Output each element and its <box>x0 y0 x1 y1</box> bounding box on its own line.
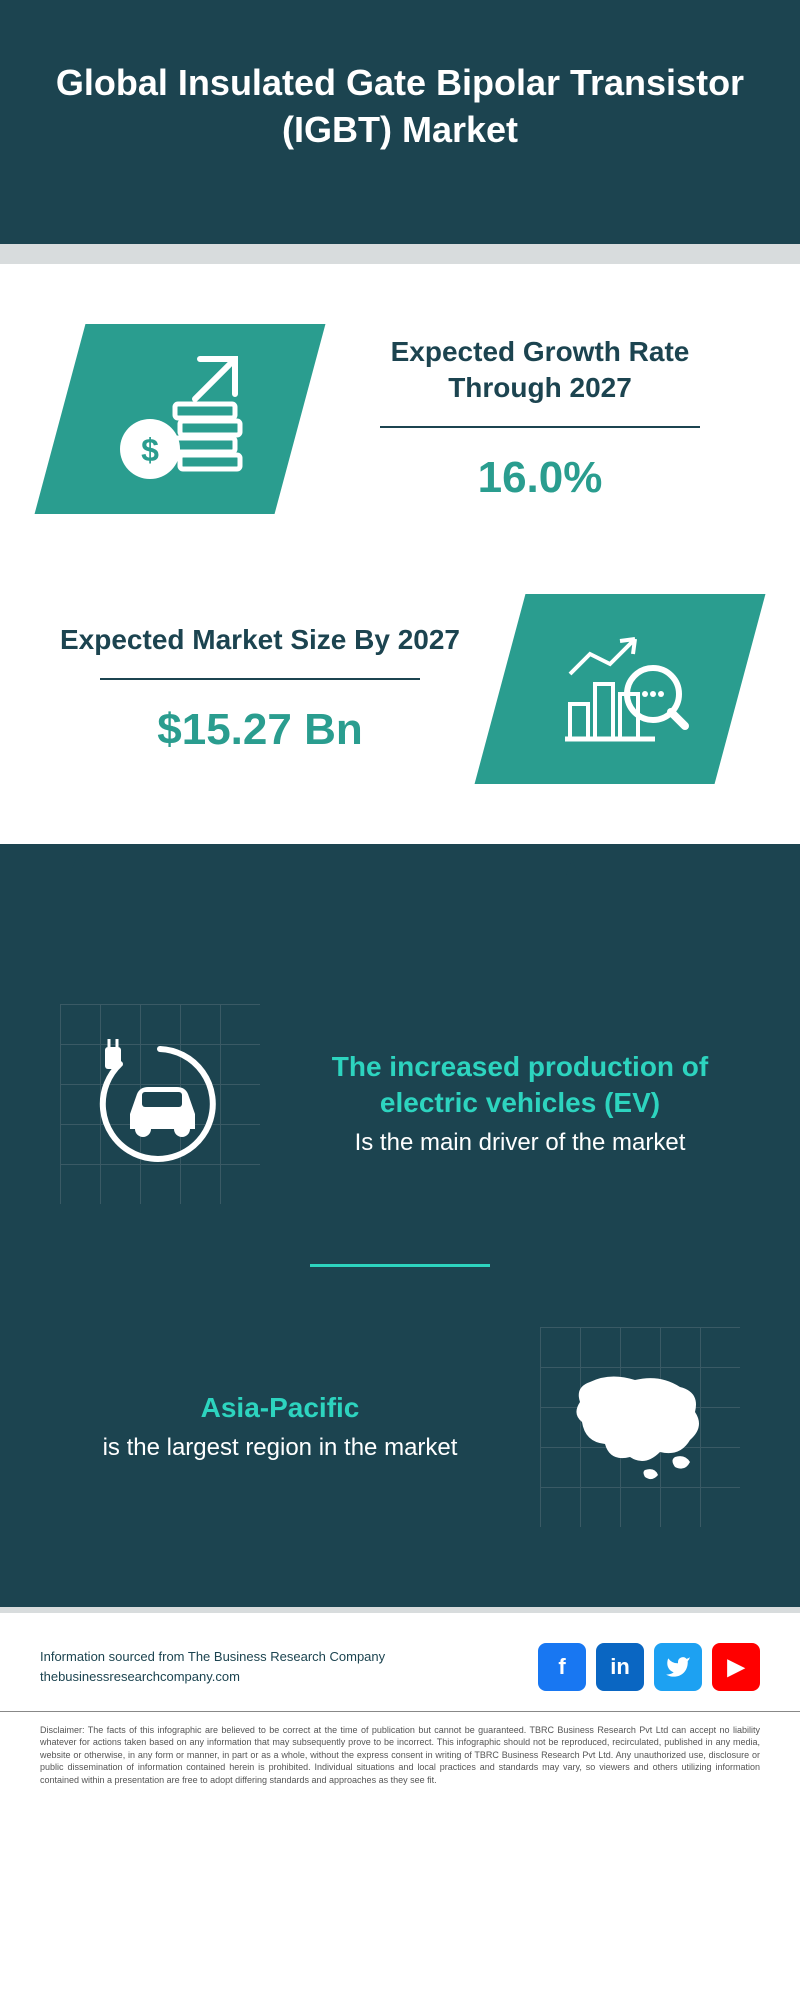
growth-rate-value: 16.0% <box>340 453 740 503</box>
dark-info-section: The increased production of electric veh… <box>0 974 800 1607</box>
region-sub-text: is the largest region in the market <box>60 1432 500 1463</box>
footer-attribution: Information sourced from The Business Re… <box>40 1647 385 1686</box>
footer-source-line: Information sourced from The Business Re… <box>40 1647 385 1667</box>
linkedin-icon[interactable]: in <box>596 1643 644 1691</box>
growth-rate-title: Expected Growth Rate Through 2027 <box>340 334 740 407</box>
map-icon-box <box>540 1327 740 1527</box>
region-text-block: Asia-Pacific is the largest region in th… <box>60 1390 500 1464</box>
divider-gap <box>0 244 800 264</box>
region-highlight-text: Asia-Pacific <box>60 1390 500 1426</box>
driver-highlight-text: The increased production of electric veh… <box>300 1049 740 1122</box>
facebook-icon[interactable]: f <box>538 1643 586 1691</box>
region-row: Asia-Pacific is the largest region in th… <box>60 1327 740 1527</box>
driver-text-block: The increased production of electric veh… <box>300 1049 740 1159</box>
growth-rate-section: $ Expected Growth Rate Through 2027 16.0… <box>0 264 800 554</box>
driver-sub-text: Is the main driver of the market <box>300 1127 740 1158</box>
ev-icon-box <box>60 1004 260 1204</box>
youtube-icon[interactable]: ▶ <box>712 1643 760 1691</box>
city-skyline-graphic <box>0 844 800 974</box>
twitter-icon[interactable] <box>654 1643 702 1691</box>
market-size-stat: Expected Market Size By 2027 $15.27 Bn <box>60 622 460 755</box>
growth-rate-stat: Expected Growth Rate Through 2027 16.0% <box>340 334 740 504</box>
footer-url-line: thebusinessresearchcompany.com <box>40 1667 385 1687</box>
divider-line <box>100 678 420 680</box>
money-growth-icon-box: $ <box>60 324 300 514</box>
asia-map-icon <box>560 1362 720 1492</box>
analytics-icon <box>545 619 695 759</box>
market-size-title: Expected Market Size By 2027 <box>60 622 460 658</box>
section-divider <box>310 1264 490 1267</box>
analytics-icon-box <box>500 594 740 784</box>
market-driver-row: The increased production of electric veh… <box>60 1004 740 1204</box>
footer-bar: Information sourced from The Business Re… <box>0 1607 800 1711</box>
header-banner: Global Insulated Gate Bipolar Transistor… <box>0 0 800 244</box>
svg-text:$: $ <box>141 432 159 468</box>
social-icons-row: f in ▶ <box>538 1643 760 1691</box>
market-size-value: $15.27 Bn <box>60 705 460 755</box>
money-growth-icon: $ <box>105 349 255 489</box>
market-size-section: Expected Market Size By 2027 $15.27 Bn <box>0 554 800 844</box>
page-title: Global Insulated Gate Bipolar Transistor… <box>40 60 760 154</box>
disclaimer-text: Disclaimer: The facts of this infographi… <box>0 1711 800 1817</box>
ev-charging-icon <box>85 1029 235 1179</box>
divider-line <box>380 426 700 428</box>
